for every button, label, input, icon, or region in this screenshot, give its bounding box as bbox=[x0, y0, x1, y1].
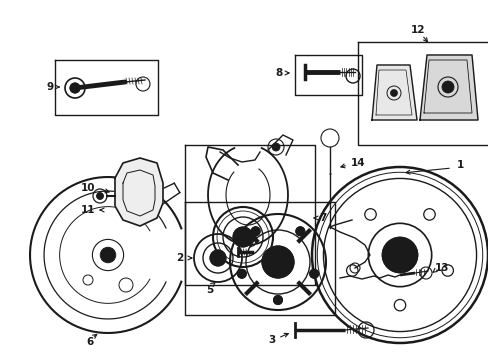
Circle shape bbox=[209, 250, 225, 266]
Polygon shape bbox=[115, 158, 163, 226]
Circle shape bbox=[382, 237, 417, 273]
Text: 6: 6 bbox=[86, 337, 93, 347]
Text: 8: 8 bbox=[275, 68, 282, 78]
Circle shape bbox=[100, 247, 116, 263]
Text: 9: 9 bbox=[46, 82, 54, 92]
Text: 11: 11 bbox=[81, 205, 95, 215]
Circle shape bbox=[390, 90, 397, 96]
Circle shape bbox=[232, 227, 252, 247]
Circle shape bbox=[262, 246, 293, 278]
Circle shape bbox=[251, 227, 260, 236]
Text: 14: 14 bbox=[350, 158, 365, 168]
Circle shape bbox=[441, 81, 453, 93]
Text: 13: 13 bbox=[434, 263, 448, 273]
Text: 10: 10 bbox=[81, 183, 95, 193]
Circle shape bbox=[295, 227, 304, 236]
Text: 7: 7 bbox=[319, 213, 326, 223]
Circle shape bbox=[309, 269, 318, 278]
Text: 1: 1 bbox=[455, 160, 463, 170]
Circle shape bbox=[70, 83, 80, 93]
Circle shape bbox=[96, 193, 103, 199]
Text: 12: 12 bbox=[410, 25, 425, 35]
Text: 2: 2 bbox=[176, 253, 183, 263]
Circle shape bbox=[271, 143, 280, 151]
Polygon shape bbox=[419, 55, 477, 120]
Circle shape bbox=[273, 296, 282, 305]
Text: 3: 3 bbox=[268, 335, 275, 345]
Circle shape bbox=[237, 269, 246, 278]
Polygon shape bbox=[371, 65, 416, 120]
Text: 4: 4 bbox=[250, 235, 257, 245]
Text: 5: 5 bbox=[206, 285, 213, 295]
